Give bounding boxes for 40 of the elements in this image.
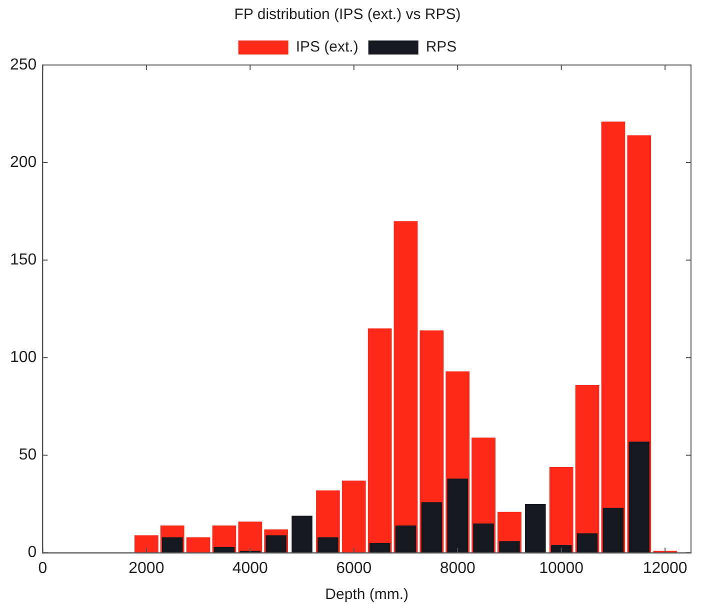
x-tick-label: 8000 <box>440 560 476 577</box>
y-tick-label: 100 <box>10 349 37 366</box>
y-tick-label: 200 <box>10 154 37 171</box>
bar <box>499 541 520 553</box>
bar <box>186 537 210 553</box>
bar <box>266 535 286 553</box>
bar <box>421 502 442 553</box>
bar <box>395 525 416 553</box>
y-tick-label: 150 <box>10 252 37 269</box>
x-tick-label: 10000 <box>539 560 584 577</box>
bar <box>134 535 158 553</box>
x-tick-label: 6000 <box>336 560 372 577</box>
bar <box>525 504 546 553</box>
bar <box>162 537 183 553</box>
bar <box>318 537 338 553</box>
bar <box>628 442 650 553</box>
bar <box>550 544 572 553</box>
legend-label: RPS <box>426 38 457 56</box>
bar <box>602 508 624 553</box>
bar <box>369 543 390 553</box>
bar <box>292 516 312 553</box>
bar <box>601 122 626 553</box>
x-axis-title: Depth (mm.) <box>325 586 409 604</box>
bar <box>238 522 262 553</box>
bar <box>447 478 468 553</box>
y-tick-label: 0 <box>28 544 37 562</box>
bar <box>342 480 366 553</box>
bar <box>576 533 598 553</box>
bar <box>549 466 574 553</box>
bar <box>368 328 392 553</box>
bar <box>394 221 418 553</box>
y-tick-label: 250 <box>10 56 37 74</box>
legend-label: IPS (ext.) <box>296 38 358 56</box>
chart-title: FP distribution (IPS (ext.) vs RPS) <box>234 6 461 24</box>
x-tick-label: 4000 <box>232 560 268 577</box>
x-tick-label: 12000 <box>642 560 688 577</box>
bar <box>473 524 494 553</box>
bar <box>214 546 235 553</box>
y-tick-label: 50 <box>18 446 37 464</box>
x-tick-label: 2000 <box>128 560 164 577</box>
